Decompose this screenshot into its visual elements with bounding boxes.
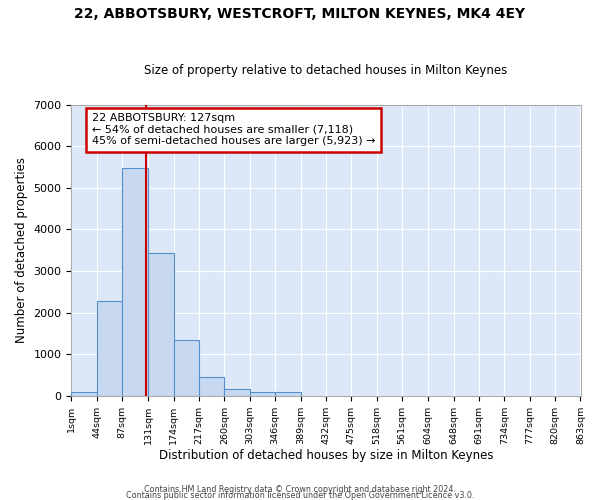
Text: 22, ABBOTSBURY, WESTCROFT, MILTON KEYNES, MK4 4EY: 22, ABBOTSBURY, WESTCROFT, MILTON KEYNES… bbox=[74, 8, 526, 22]
Bar bbox=[173, 340, 199, 396]
Text: Contains HM Land Registry data © Crown copyright and database right 2024.: Contains HM Land Registry data © Crown c… bbox=[144, 484, 456, 494]
Bar bbox=[97, 301, 122, 396]
Text: Contains public sector information licensed under the Open Government Licence v3: Contains public sector information licen… bbox=[126, 490, 474, 500]
X-axis label: Distribution of detached houses by size in Milton Keynes: Distribution of detached houses by size … bbox=[159, 450, 493, 462]
Title: Size of property relative to detached houses in Milton Keynes: Size of property relative to detached ho… bbox=[145, 64, 508, 77]
Text: 22 ABBOTSBURY: 127sqm
← 54% of detached houses are smaller (7,118)
45% of semi-d: 22 ABBOTSBURY: 127sqm ← 54% of detached … bbox=[92, 114, 375, 146]
Bar bbox=[275, 392, 301, 396]
Bar bbox=[71, 392, 97, 396]
Bar bbox=[250, 392, 275, 396]
Bar bbox=[199, 376, 224, 396]
Y-axis label: Number of detached properties: Number of detached properties bbox=[15, 157, 28, 343]
Bar bbox=[122, 168, 148, 396]
Bar bbox=[148, 252, 173, 396]
Bar bbox=[224, 388, 250, 396]
